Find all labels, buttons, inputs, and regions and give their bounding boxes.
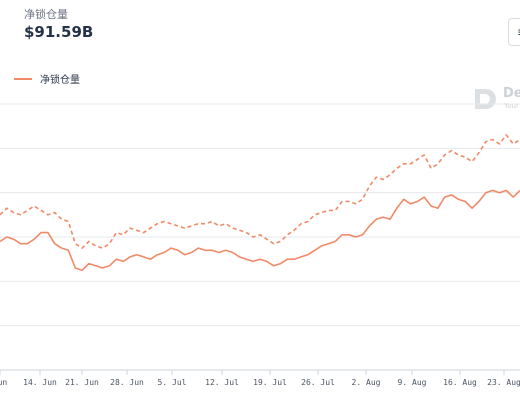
series-line-dashed[interactable] <box>0 134 520 249</box>
x-tick-label: 9. Aug <box>398 378 427 387</box>
chart-menu-button[interactable]: ≡ <box>508 18 520 46</box>
x-tick-label: 16. Aug <box>443 378 477 387</box>
metric-value: $91.59B <box>24 23 94 41</box>
x-tick-label: Jun <box>0 378 7 387</box>
grid-lines <box>0 103 520 327</box>
watermark-text: De <box>503 86 520 101</box>
x-tick-label: 21. Jun <box>65 378 99 387</box>
x-tick-label: 14. Jun <box>23 378 57 387</box>
menu-icon: ≡ <box>517 25 520 39</box>
legend-swatch <box>14 77 32 80</box>
x-tick-label: 26. Jul <box>301 378 335 387</box>
x-tick-label: 28. Jun <box>110 378 144 387</box>
series-line-solid[interactable] <box>0 189 520 272</box>
x-tick-label: 23. Aug <box>487 378 520 387</box>
x-tick-label: 2. Aug <box>352 378 381 387</box>
x-tick-label: 5. Jul <box>158 378 187 387</box>
watermark-subtext: Your <box>504 102 519 110</box>
x-tick-label: 12. Jul <box>205 378 239 387</box>
chart-legend[interactable]: 净锁仓量 <box>14 71 80 86</box>
legend-label: 净锁仓量 <box>40 75 80 86</box>
metric-header: 净锁仓量 $91.59B <box>24 8 93 41</box>
x-tick-label: 19. Jul <box>253 378 287 387</box>
metric-label: 净锁仓量 <box>24 8 68 21</box>
